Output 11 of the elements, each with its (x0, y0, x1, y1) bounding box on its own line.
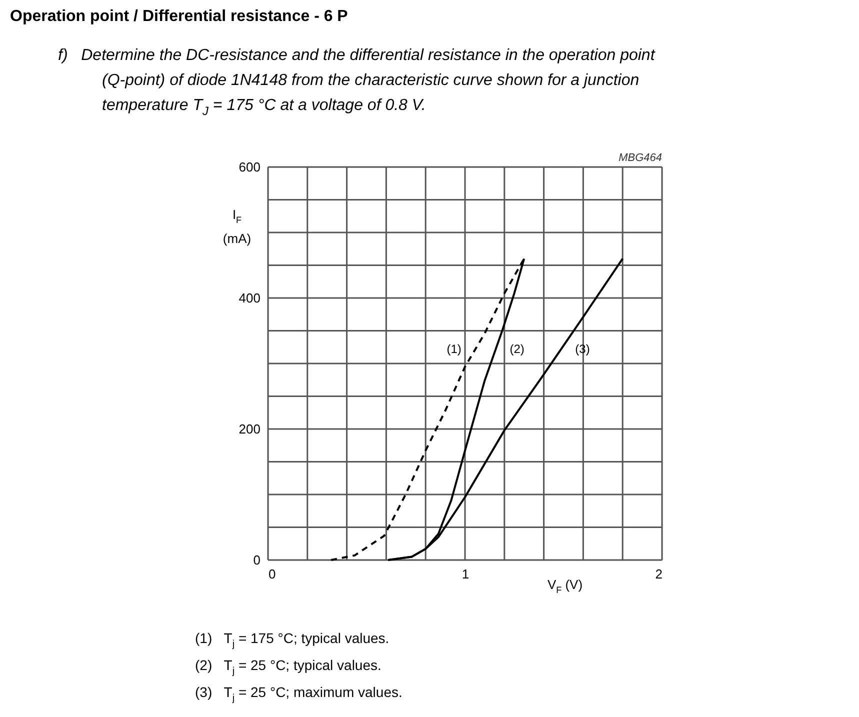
chart-title: Operation point / Differential resistance - 6 P (10, 8, 348, 25)
series-label: (1) (446, 342, 462, 356)
y-tick-label: 600 (238, 160, 260, 174)
text: MBG464 (618, 152, 662, 164)
x-tick-label: 0 (268, 566, 276, 582)
y-tick-label: 0 (253, 552, 260, 568)
x-tick-label: 1 (462, 566, 470, 582)
x-tick-label: 2 (655, 566, 662, 582)
series-label: (2) (510, 342, 524, 356)
y-tick-label: 400 (238, 290, 260, 306)
y-tick-label: 200 (238, 422, 260, 436)
